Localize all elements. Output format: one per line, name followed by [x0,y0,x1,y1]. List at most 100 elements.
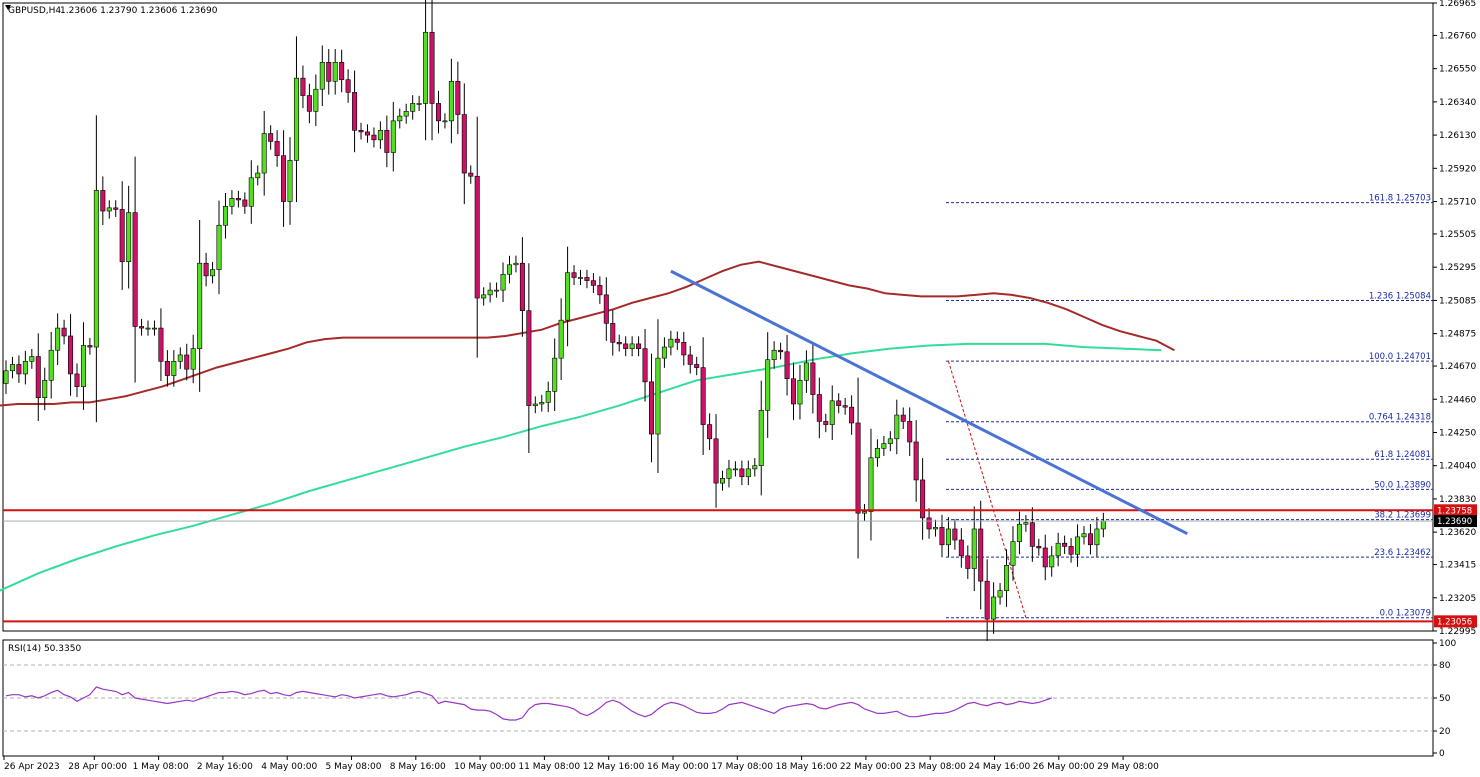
candle [623,336,629,357]
candle [1087,523,1093,555]
bull-candle-body [1016,523,1022,542]
candle [720,470,726,491]
candle [519,237,525,337]
candle [971,506,977,592]
bear-candle-body [281,155,287,202]
bear-candle-body [61,327,67,337]
candle [836,393,842,414]
price-tick-label: 1.23415 [1439,561,1476,571]
bear-candle-body [242,199,248,207]
bear-candle-body [707,424,713,440]
bear-candle-body [364,131,370,136]
bear-candle-body [616,342,622,345]
candle [862,503,868,521]
candle [42,367,48,411]
candle [203,252,209,287]
collapse-triangle-icon[interactable] [5,5,11,10]
bull-candle-body [532,403,538,406]
candle [565,246,571,347]
bear-candle-body [642,348,648,383]
candle [1049,546,1055,577]
candle [132,156,138,383]
bear-candle-body [1068,546,1074,555]
bull-candle-body [442,120,448,123]
bull-candle-body [151,327,157,330]
bull-candle-body [313,88,319,112]
bear-candle-body [791,378,797,405]
candle [803,350,809,393]
bull-candle-body [655,357,661,435]
bull-candle-body [758,410,764,466]
bear-candle-body [474,175,480,299]
candle [197,220,203,392]
bear-candle-body [1042,547,1048,568]
bull-candle-body [745,468,751,478]
candle [532,396,538,414]
candle [210,261,216,284]
bear-candle-body [687,354,693,365]
candle [145,320,151,336]
candle [126,185,132,289]
time-tick-label: 22 May 00:00 [840,762,902,772]
bear-candle-body [16,364,22,375]
candle [306,83,312,124]
bull-candle-body [42,379,48,398]
bull-candle-body [377,130,383,141]
candle [293,36,299,203]
bear-candle-body [68,335,74,375]
time-tick-label: 29 May 08:00 [1097,762,1159,772]
bull-candle-body [29,356,35,362]
price-tick-label: 1.23620 [1439,528,1476,538]
bear-candle-body [913,441,919,481]
bear-candle-body [739,468,745,478]
bull-candle-body [287,160,293,202]
time-tick-label: 26 May 00:00 [1033,762,1095,772]
fib-level-label: 23.6 1.23462 [1374,548,1431,558]
time-tick-label: 5 May 08:00 [326,762,382,772]
price-tick-label: 1.24875 [1439,330,1476,340]
candle [584,269,590,289]
candle [281,130,287,227]
current-price-tag [1434,515,1477,528]
bear-candle-body [810,362,816,395]
bear-candle-body [636,343,642,349]
bull-candle-body [887,438,893,444]
candle [3,360,9,394]
candle [16,355,22,383]
ohlc-readout: 1.23606 1.23790 1.23606 1.23690 [60,6,218,16]
bear-candle-body [100,190,106,212]
candle [1094,517,1100,557]
price-tick-label: 1.24670 [1439,362,1476,372]
bull-candle-body [390,120,396,153]
candle [545,381,551,413]
candle [377,121,383,149]
bear-candle-body [584,277,590,281]
candle [661,337,667,368]
candle [74,363,80,398]
candle [106,200,112,219]
bear-candle-body [429,31,435,104]
candle [1010,526,1016,581]
bear-candle-body [920,479,926,519]
candle [190,334,196,384]
price-tick-label: 1.25085 [1439,296,1476,306]
candle [558,298,564,380]
bear-candle-body [235,198,241,201]
candle [429,0,435,141]
candle [268,125,274,150]
bear-candle-body [784,351,790,379]
candle [61,319,67,345]
bull-candle-body [868,457,874,512]
bear-candle-body [700,367,706,425]
bear-candle-body [132,212,138,327]
candle [648,353,654,463]
candle [681,331,687,366]
bull-candle-body [197,262,203,349]
time-tick-label: 2 May 16:00 [197,762,253,772]
bull-candle-body [487,289,493,296]
price-axis: 1.26965 1.26760 1.26550 1.26340 1.26130 1.259… [1433,0,1476,637]
candle [642,328,648,402]
candle [390,101,396,172]
bear-candle-body [384,130,390,153]
